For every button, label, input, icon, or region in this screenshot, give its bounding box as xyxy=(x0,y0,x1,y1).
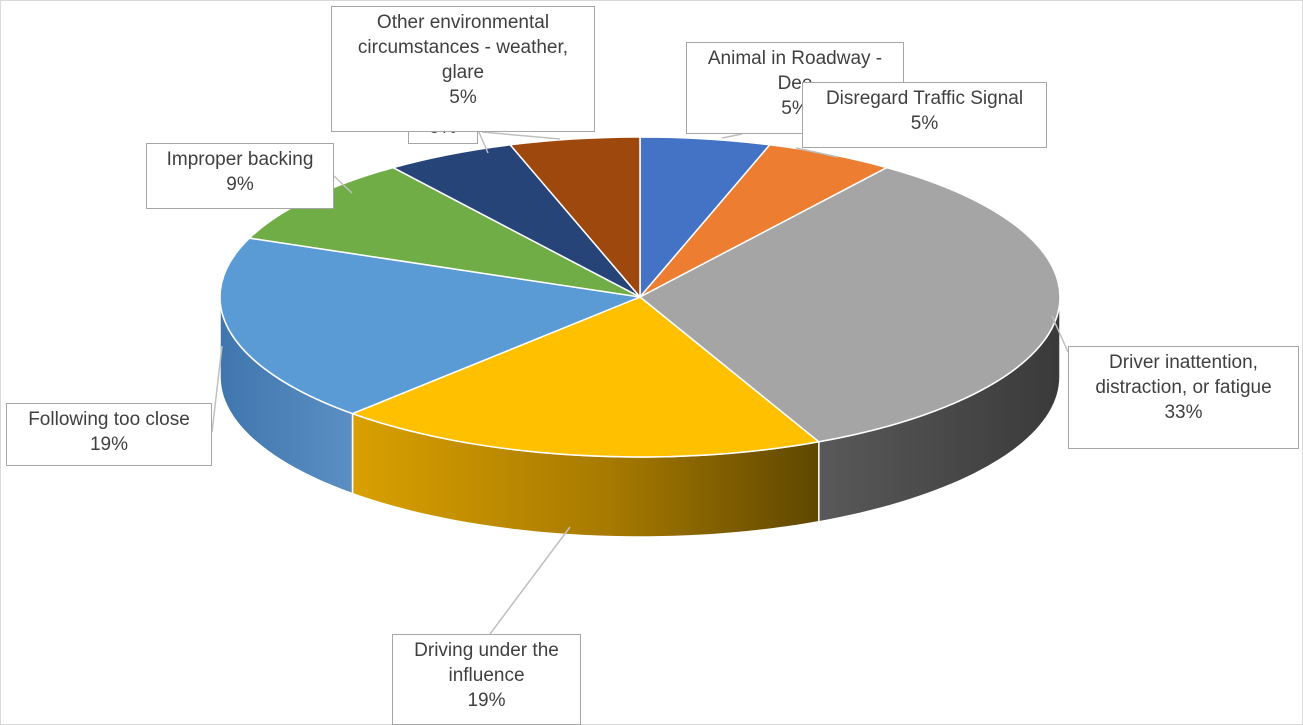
data-label-name: Following too close xyxy=(28,409,190,430)
pie-slice xyxy=(350,296,821,458)
data-label: Driving under the influence 19% xyxy=(392,634,581,725)
leader-line xyxy=(795,147,839,158)
pie-slice xyxy=(508,136,641,300)
data-label-value: 5% xyxy=(910,113,939,134)
data-label: Improper backing 9% xyxy=(146,143,334,209)
data-label: Disregard Traffic Signal 5% xyxy=(802,82,1047,148)
data-label-value: 5% xyxy=(781,98,809,119)
data-label-name: Disregard Traffic Signal xyxy=(825,88,1024,109)
pie-slice xyxy=(638,166,1061,443)
data-label-value: 19% xyxy=(467,690,506,711)
pie-slice xyxy=(219,237,643,415)
data-label-value: 5% xyxy=(449,87,477,108)
data-label-name: Driving under the influence xyxy=(414,640,559,686)
leader-line xyxy=(477,129,489,154)
leader-line xyxy=(1051,315,1069,353)
leader-line xyxy=(211,345,223,433)
leader-line xyxy=(489,526,571,635)
data-label-name: Other environmental circumstances - weat… xyxy=(357,12,569,83)
data-label: Other environmental circumstances - weat… xyxy=(331,6,595,132)
data-label-name: Driver inattention, distraction, or fati… xyxy=(1095,352,1272,398)
data-label: Driver inattention, distraction, or fati… xyxy=(1068,346,1299,449)
leader-line xyxy=(333,175,353,194)
data-label-name: Improper backing xyxy=(166,149,314,170)
data-label: Following too close 19% xyxy=(6,403,212,466)
leader-line xyxy=(481,131,561,140)
data-label-value: 9% xyxy=(226,174,254,195)
data-label-value: 33% xyxy=(1164,402,1203,423)
leader-line xyxy=(721,133,743,139)
data-label-value: 19% xyxy=(89,434,129,455)
